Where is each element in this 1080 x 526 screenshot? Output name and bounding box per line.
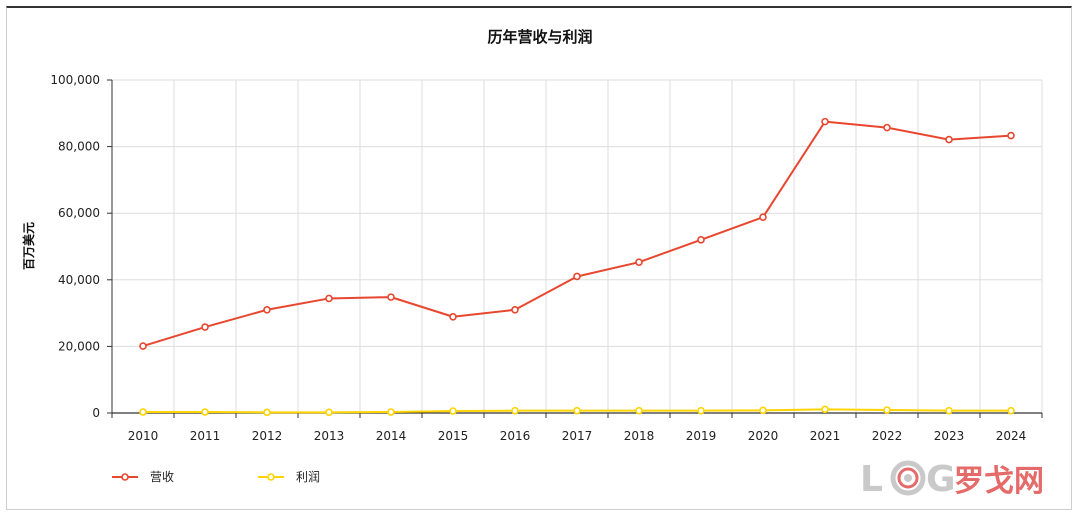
x-tick-label: 2020 (748, 429, 779, 443)
data-point[interactable] (449, 407, 457, 415)
logo-brand-text: 罗戈网 (954, 464, 1044, 498)
legend-label[interactable]: 营收 (150, 470, 174, 484)
y-tick-label: 20,000 (58, 339, 100, 353)
data-point[interactable] (697, 236, 705, 244)
x-tick-label: 2019 (686, 429, 717, 443)
data-point[interactable] (263, 305, 271, 314)
legend: 营收 利润 (112, 470, 320, 484)
data-point[interactable] (1007, 131, 1015, 140)
data-point[interactable] (449, 312, 457, 321)
x-tick-label: 2024 (996, 429, 1027, 443)
data-point[interactable] (573, 406, 581, 415)
x-tick-label: 2014 (376, 429, 407, 443)
y-tick-label: 60,000 (58, 206, 100, 220)
logo-letter-g: G (926, 459, 956, 498)
data-point[interactable] (1007, 406, 1015, 415)
data-point[interactable] (201, 408, 209, 416)
data-point[interactable] (387, 293, 395, 301)
x-tick-label: 2017 (562, 429, 593, 443)
data-point[interactable] (635, 406, 643, 415)
x-tick-label: 2016 (500, 429, 531, 443)
y-axis-label: 百万美元 (21, 222, 36, 270)
y-tick-label: 100,000 (50, 73, 100, 87)
series-group (139, 117, 1015, 417)
data-point[interactable] (201, 323, 209, 331)
data-point[interactable] (325, 408, 333, 417)
legend-label[interactable]: 利润 (296, 470, 320, 484)
data-point[interactable] (945, 406, 953, 415)
data-point[interactable] (325, 294, 333, 303)
y-tick-label: 40,000 (58, 273, 100, 287)
data-point[interactable] (883, 406, 891, 414)
y-tick-label: 80,000 (58, 140, 100, 154)
chart-title: 历年营收与利润 (487, 28, 593, 46)
data-point[interactable] (883, 123, 891, 132)
data-point[interactable] (821, 117, 829, 126)
x-tick-label: 2012 (252, 429, 283, 443)
x-tick-label: 2015 (438, 429, 469, 443)
series-line-营收 (142, 120, 1012, 348)
y-tick-label: 0 (92, 406, 100, 420)
x-tick-label: 2013 (314, 429, 345, 443)
x-tick-label: 2022 (872, 429, 903, 443)
data-point[interactable] (387, 408, 395, 416)
data-point[interactable] (511, 406, 519, 415)
x-tick-label: 2023 (934, 429, 965, 443)
data-point[interactable] (759, 213, 767, 221)
data-point[interactable] (759, 406, 767, 415)
logo-letter-l: L (860, 459, 883, 498)
data-point[interactable] (511, 305, 519, 314)
legend-marker (267, 473, 275, 481)
data-point[interactable] (139, 408, 147, 416)
data-point[interactable] (821, 405, 829, 414)
logo-watermark: L G 罗戈网 (860, 459, 1044, 498)
x-tick-label: 2021 (810, 429, 841, 443)
logo-target-icon (890, 460, 926, 496)
data-point[interactable] (573, 272, 581, 281)
data-point[interactable] (139, 342, 147, 350)
data-point[interactable] (263, 408, 271, 417)
x-tick-label: 2018 (624, 429, 655, 443)
legend-marker (121, 473, 129, 481)
data-point[interactable] (945, 135, 953, 144)
data-point[interactable] (635, 258, 643, 266)
chart-frame (6, 6, 1072, 510)
x-tick-label: 2010 (128, 429, 159, 443)
x-tick-label: 2011 (190, 429, 221, 443)
data-point[interactable] (697, 406, 705, 415)
tick-labels: 0 20,000 40,000 60,000 80,000 100,000 2010 2011… (50, 73, 1026, 443)
